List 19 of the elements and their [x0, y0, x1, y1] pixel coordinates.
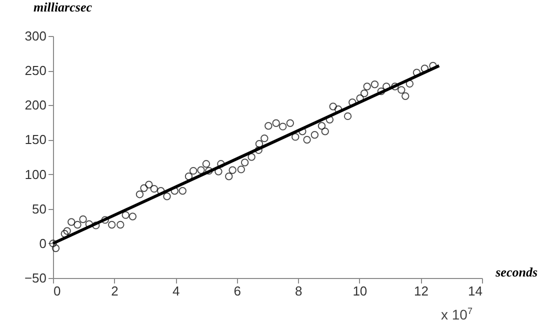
- x-tick-label: 10: [352, 284, 368, 298]
- x-tick-label: 4: [172, 284, 180, 298]
- y-tick-label: −50: [24, 270, 46, 286]
- axis-multiplier-note: x 10$^{7}$: [441, 306, 472, 323]
- x-tick-label: 2: [111, 284, 118, 298]
- y-axis-title: milliarcsec: [34, 0, 92, 14]
- y-tick-label: 300: [24, 28, 46, 44]
- x-tick-label: 12: [414, 284, 428, 298]
- y-tick-label: 100: [24, 166, 46, 182]
- x-tick-label: 14: [468, 284, 482, 298]
- x-axis-title: seconds: [494, 264, 538, 280]
- y-tick-label: 0: [39, 236, 46, 251]
- y-tick-label: 250: [24, 63, 46, 78]
- x-tick-label: 0: [54, 284, 61, 298]
- x-tick-label: 6: [234, 284, 241, 298]
- x-tick-label: 8: [295, 284, 302, 298]
- y-tick-label: 50: [32, 201, 46, 216]
- y-tick-label: 200: [24, 98, 46, 113]
- y-tick-label: 150: [24, 132, 46, 148]
